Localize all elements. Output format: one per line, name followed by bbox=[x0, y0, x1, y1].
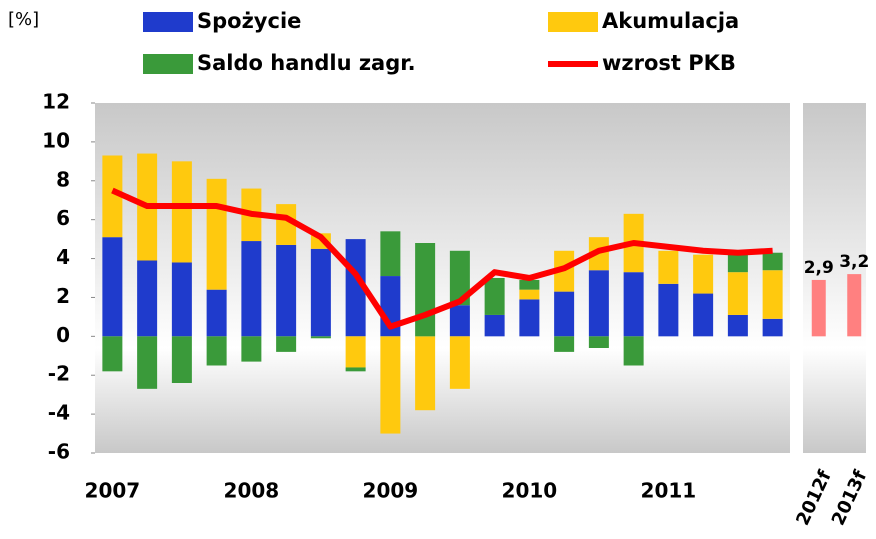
y-tick-label: -6 bbox=[48, 440, 70, 464]
bar-segment bbox=[658, 250, 679, 284]
bar-segment bbox=[484, 278, 505, 315]
bar-segment bbox=[449, 336, 470, 389]
bar-segment bbox=[276, 336, 297, 352]
y-tick-label: -4 bbox=[48, 401, 70, 425]
y-tick-label: 8 bbox=[56, 167, 70, 191]
bar-segment bbox=[380, 336, 401, 434]
bar-segment bbox=[762, 252, 783, 271]
y-tick-label: 6 bbox=[56, 206, 70, 230]
x-tick-label: 2009 bbox=[363, 479, 419, 503]
x-tick-label: 2010 bbox=[502, 479, 558, 503]
legend-swatch bbox=[143, 12, 193, 32]
legend-label: wzrost PKB bbox=[602, 51, 736, 75]
bar-segment bbox=[693, 293, 714, 337]
bar-segment bbox=[206, 336, 227, 366]
y-tick-label: 10 bbox=[42, 128, 70, 152]
bar-segment bbox=[137, 260, 158, 337]
bar-segment bbox=[727, 254, 748, 273]
plot-area bbox=[95, 103, 790, 453]
bar-segment bbox=[310, 336, 331, 339]
x-tick-label: 2007 bbox=[85, 479, 141, 503]
bar-segment bbox=[762, 270, 783, 319]
legend-label: Akumulacja bbox=[602, 9, 739, 33]
bar-segment bbox=[241, 336, 262, 362]
bar-segment bbox=[693, 254, 714, 294]
bar-segment bbox=[727, 272, 748, 315]
bar-segment bbox=[171, 336, 192, 383]
bar-segment bbox=[588, 270, 609, 337]
bar-segment bbox=[241, 241, 262, 337]
y-tick-label: 12 bbox=[42, 90, 70, 114]
bar-segment bbox=[310, 248, 331, 337]
bar-segment bbox=[554, 291, 575, 337]
bar bbox=[811, 279, 826, 337]
bar-segment bbox=[345, 239, 366, 337]
bar-segment bbox=[449, 305, 470, 337]
bar-segment bbox=[345, 367, 366, 372]
bar-segment bbox=[206, 289, 227, 337]
bar-segment bbox=[519, 289, 540, 300]
bar-segment bbox=[137, 336, 158, 389]
bar-segment bbox=[276, 244, 297, 337]
bar-segment bbox=[519, 299, 540, 337]
bar-segment bbox=[206, 178, 227, 290]
bar-segment bbox=[102, 155, 123, 238]
bar-segment bbox=[171, 262, 192, 337]
bar-segment bbox=[102, 237, 123, 337]
legend-swatch bbox=[143, 54, 193, 74]
x-tick-label: 2008 bbox=[224, 479, 280, 503]
bar-segment bbox=[623, 336, 644, 366]
bar-segment bbox=[588, 336, 609, 348]
bar-segment bbox=[519, 279, 540, 290]
y-tick-label: -2 bbox=[48, 362, 70, 386]
bar-segment bbox=[658, 283, 679, 337]
bar-segment bbox=[380, 231, 401, 277]
y-tick-label: 4 bbox=[56, 245, 70, 269]
bar-segment bbox=[345, 336, 366, 368]
x-tick-label: 2011 bbox=[641, 479, 697, 503]
bar-segment bbox=[449, 250, 470, 306]
line bbox=[111, 187, 773, 330]
y-tick-label: 0 bbox=[56, 323, 70, 347]
bar bbox=[847, 274, 862, 337]
bar-segment bbox=[623, 272, 644, 337]
value-label: 3,2 bbox=[839, 252, 869, 272]
bar-segment bbox=[484, 314, 505, 337]
bar-segment bbox=[727, 314, 748, 337]
bar-segment bbox=[102, 336, 123, 372]
bar-segment bbox=[762, 318, 783, 337]
value-label: 2,9 bbox=[804, 258, 834, 278]
legend-label: Saldo handlu zagr. bbox=[197, 51, 416, 75]
bar-segment bbox=[171, 161, 192, 263]
legend-label: Spożycie bbox=[197, 9, 301, 33]
y-tick-label: 2 bbox=[56, 284, 70, 308]
y-axis-label: [%] bbox=[8, 9, 39, 30]
bar-segment bbox=[415, 336, 436, 411]
bar-segment bbox=[415, 243, 436, 337]
bar-segment bbox=[554, 336, 575, 352]
legend-swatch bbox=[548, 12, 598, 32]
